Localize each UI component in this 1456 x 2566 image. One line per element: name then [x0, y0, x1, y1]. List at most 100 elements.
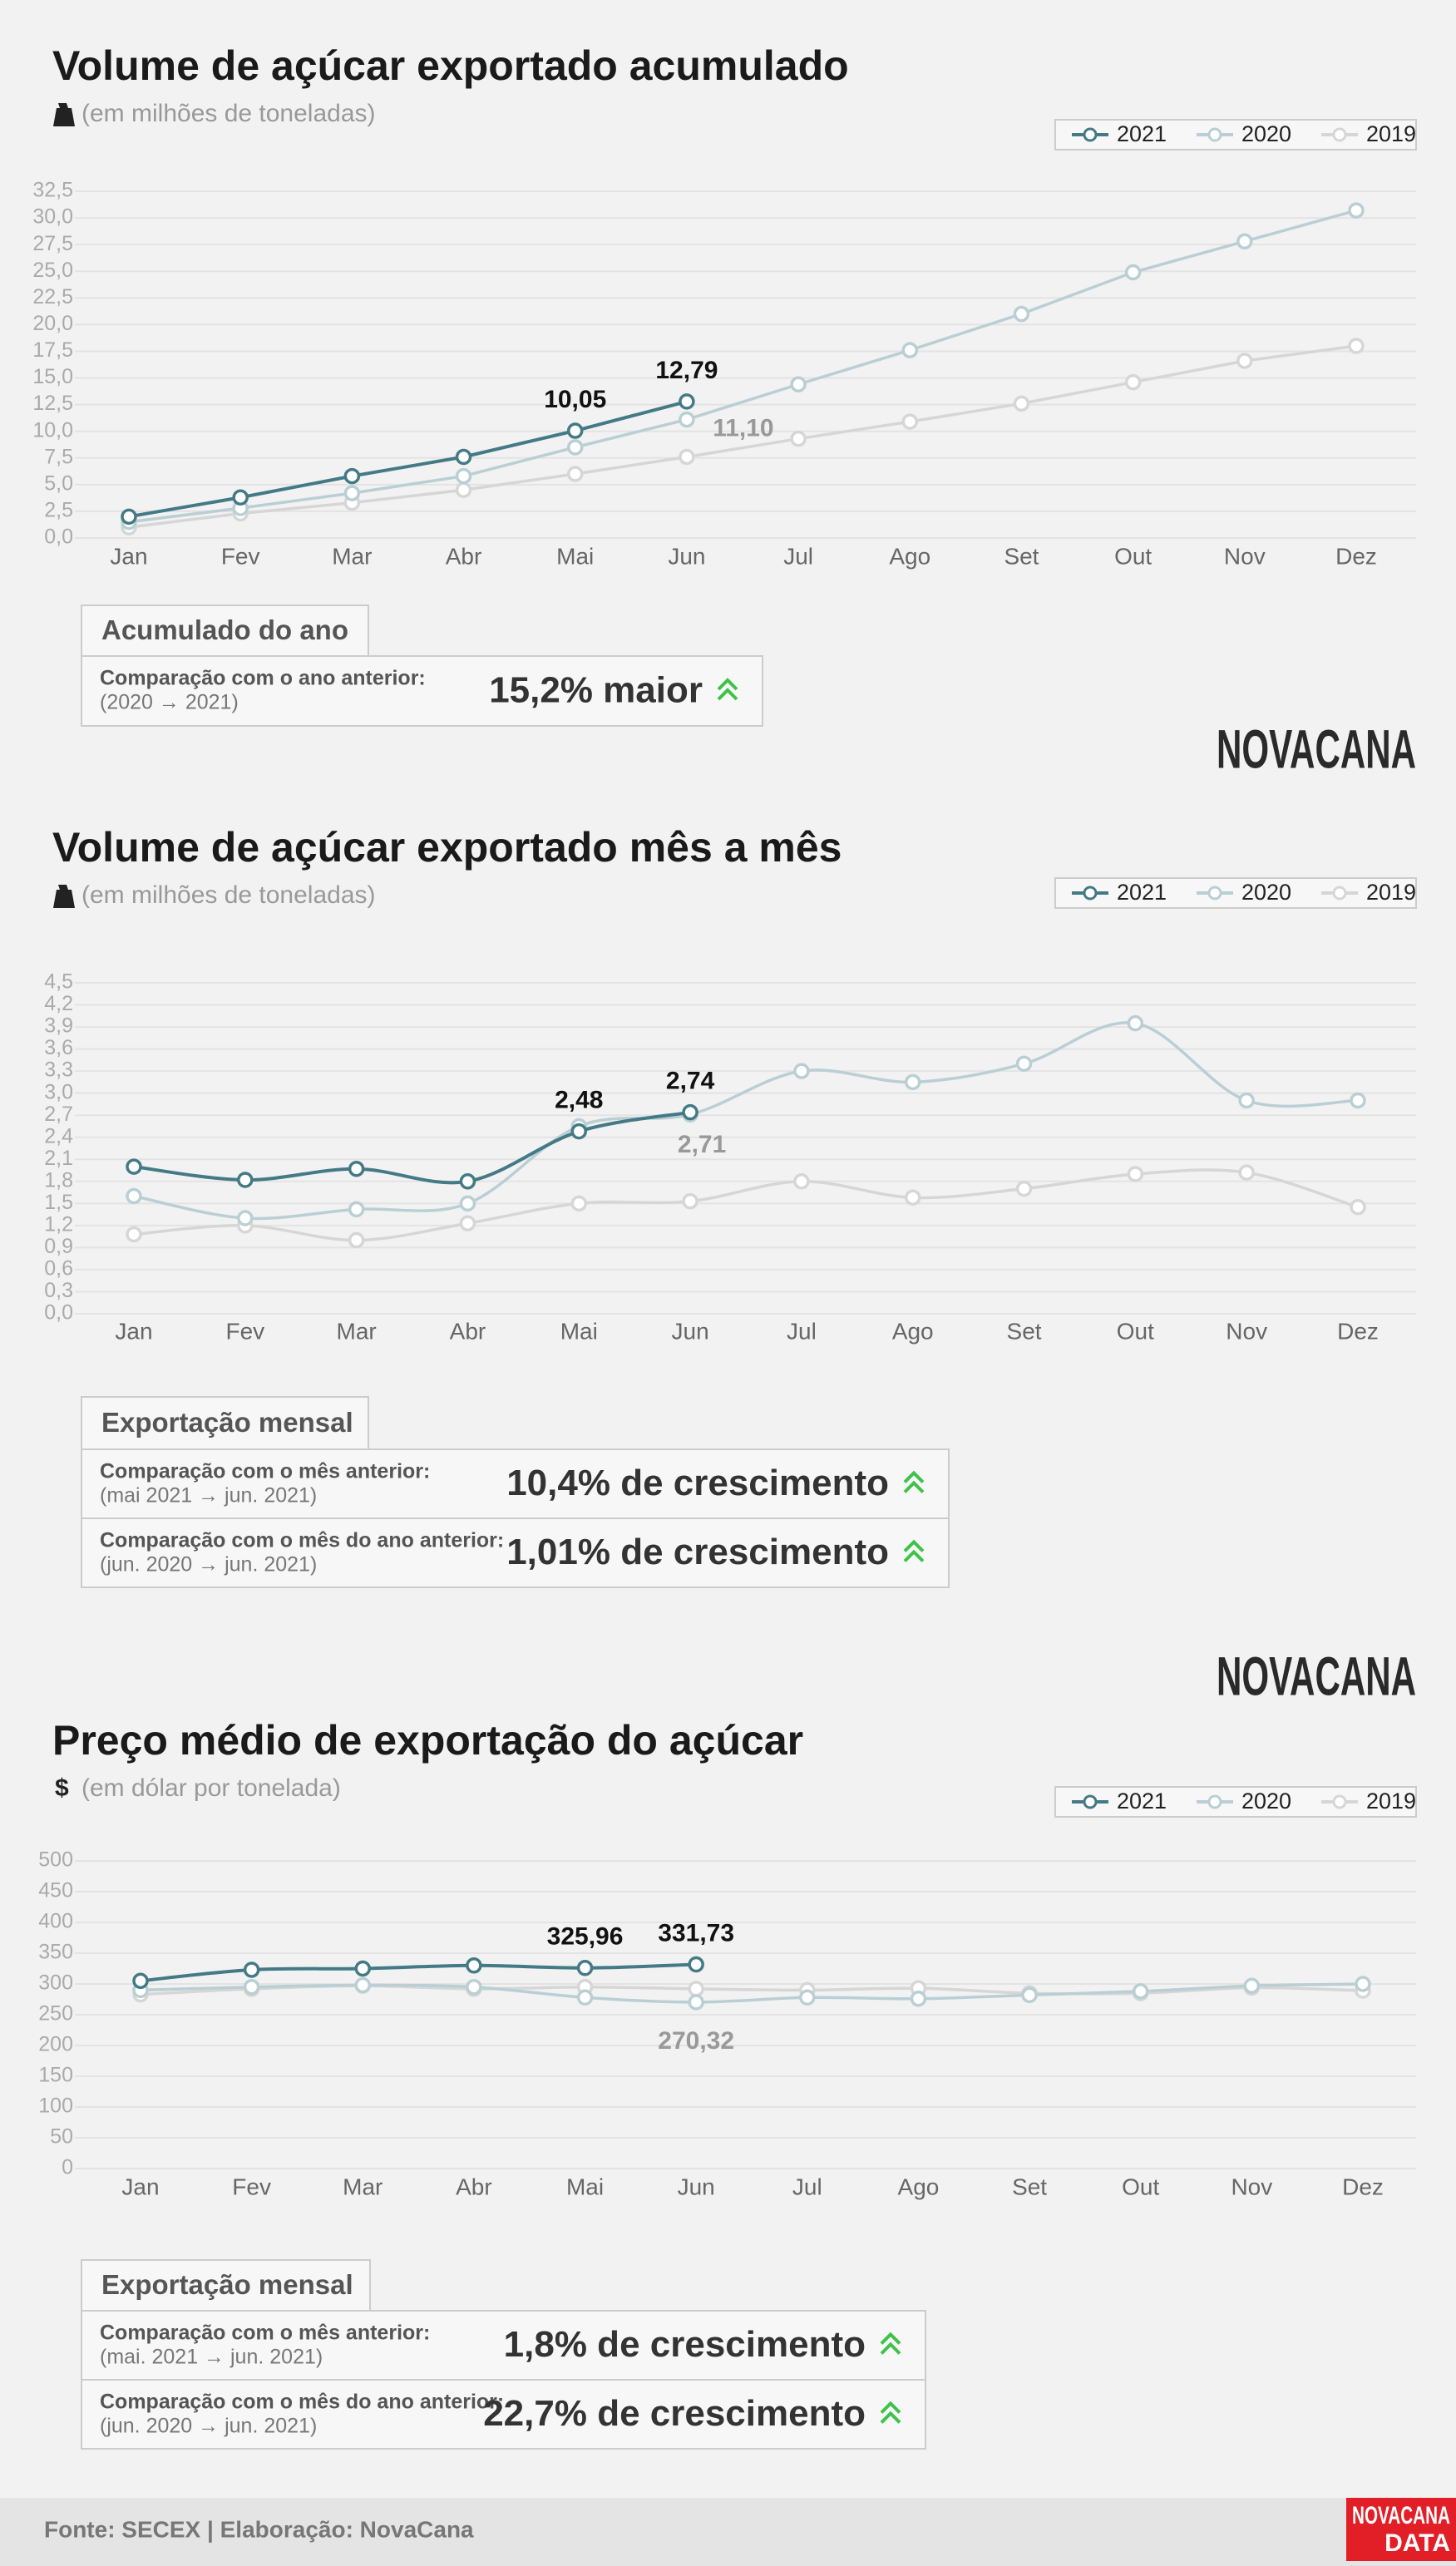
- row-value: 10,4% de crescimento: [506, 1463, 889, 1503]
- legend-marker: [1083, 127, 1098, 142]
- data-point: [466, 1957, 482, 1974]
- data-point: [1124, 264, 1142, 281]
- data-point: [1132, 1983, 1149, 2000]
- data-point: [576, 1989, 594, 2006]
- footer-band: [0, 2498, 1456, 2566]
- data-point: [348, 1161, 365, 1177]
- row-detail: (jun. 2020 → jun. 2021): [100, 2415, 317, 2438]
- weight-icon: [53, 103, 75, 126]
- chart-subtitle: (em dólar por tonelada): [81, 1774, 341, 1802]
- data-point: [679, 448, 695, 466]
- data-point: [790, 430, 807, 447]
- data-point: [354, 1960, 372, 1977]
- legend-label: 2019: [1366, 121, 1416, 146]
- y-tick-label: 4,2: [44, 992, 73, 1015]
- data-point: [679, 393, 695, 410]
- y-tick-label: 1,8: [44, 1168, 73, 1192]
- y-tick-label: 0,0: [44, 1301, 73, 1325]
- data-label: 2,48: [555, 1087, 603, 1114]
- data-point: [455, 448, 472, 466]
- up-arrow-icon: [880, 2401, 901, 2424]
- series-line: [140, 1962, 697, 1983]
- x-tick-label: Mai: [556, 543, 594, 569]
- box-title: Exportação mensal: [101, 2269, 353, 2300]
- y-tick-label: 22,5: [32, 285, 73, 308]
- y-tick-label: 3,3: [44, 1058, 73, 1082]
- row-value: 1,01% de crescimento: [506, 1532, 889, 1572]
- x-tick-label: Abr: [446, 543, 482, 569]
- y-tick-label: 17,5: [32, 338, 73, 362]
- x-tick-label: Jul: [787, 1318, 817, 1344]
- y-tick-label: 500: [38, 1848, 73, 1872]
- row-label: Comparação com o mês do ano anterior:: [100, 2391, 504, 2414]
- data-point: [576, 1960, 594, 1976]
- legend-label: 2020: [1241, 880, 1291, 905]
- data-point: [904, 1073, 921, 1091]
- legend-label: 2020: [1241, 1789, 1291, 1813]
- y-tick-label: 2,4: [44, 1124, 73, 1147]
- x-tick-label: Fev: [221, 543, 260, 569]
- series-line: [133, 1168, 1359, 1242]
- x-tick-label: Jan: [110, 543, 147, 569]
- data-label: 10,05: [544, 386, 606, 413]
- data-point: [343, 467, 361, 485]
- y-tick-label: 0: [62, 2156, 73, 2179]
- x-tick-label: Mai: [560, 1318, 598, 1344]
- data-point: [1236, 353, 1253, 369]
- data-point: [459, 1195, 476, 1212]
- row-value: 1,8% de crescimento: [504, 2324, 866, 2365]
- y-tick-label: 20,0: [32, 312, 73, 335]
- row-detail: (mai. 2021 → jun. 2021): [100, 2346, 323, 2369]
- x-tick-label: Jul: [783, 543, 813, 569]
- x-tick-label: Mar: [343, 2174, 383, 2199]
- y-tick-label: 50: [50, 2125, 73, 2149]
- data-point: [1348, 202, 1365, 219]
- row-label: Comparação com o mês anterior:: [100, 2322, 430, 2345]
- box-row: [81, 1448, 950, 1519]
- data-point: [126, 1158, 142, 1175]
- x-tick-label: Mai: [566, 2174, 604, 2199]
- legend-label: 2019: [1366, 1789, 1416, 1813]
- legend-marker: [1332, 1794, 1347, 1809]
- data-point: [793, 1063, 810, 1079]
- logo: NOVACANA: [1217, 718, 1416, 779]
- x-tick-label: Nov: [1226, 1318, 1267, 1344]
- y-tick-label: 0,0: [44, 526, 73, 549]
- data-point: [904, 1189, 921, 1207]
- data-point: [243, 1978, 260, 1996]
- x-tick-label: Fev: [225, 1318, 264, 1344]
- row-detail: (mai 2021 → jun. 2021): [100, 1484, 317, 1508]
- x-tick-label: Nov: [1224, 543, 1266, 569]
- box-row: [81, 2310, 926, 2381]
- legend-marker: [1207, 1794, 1222, 1809]
- row-label: Comparação com o mês anterior:: [100, 1460, 430, 1483]
- x-tick-label: Nov: [1231, 2174, 1272, 2199]
- y-tick-label: 3,9: [44, 1014, 73, 1038]
- data-label: 11,10: [713, 415, 773, 442]
- y-tick-label: 0,3: [44, 1279, 73, 1302]
- x-tick-label: Set: [1007, 1318, 1042, 1344]
- data-point: [1015, 1055, 1033, 1073]
- data-point: [1238, 1164, 1255, 1181]
- y-tick-label: 2,5: [44, 499, 73, 522]
- data-point: [566, 422, 584, 439]
- y-tick-label: 15,0: [32, 365, 73, 388]
- row-detail: (2020 → 2021): [100, 691, 239, 714]
- row-value: 15,2% maior: [489, 670, 703, 711]
- data-point: [237, 1210, 254, 1226]
- y-tick-label: 10,0: [32, 418, 73, 442]
- y-tick-label: 1,2: [44, 1212, 73, 1236]
- data-point: [1127, 1014, 1144, 1032]
- weight-icon: [53, 885, 75, 908]
- y-tick-label: 2,1: [44, 1147, 73, 1170]
- y-tick-label: 4,5: [44, 970, 73, 994]
- y-tick-label: 5,0: [44, 471, 73, 495]
- y-tick-label: 100: [38, 2095, 73, 2118]
- y-tick-label: 25,0: [32, 259, 73, 282]
- series-line: [133, 1110, 691, 1185]
- legend-box: [1054, 1786, 1417, 1818]
- chart-title: Preço médio de exportação do açúcar: [52, 1717, 803, 1764]
- data-point: [688, 1981, 704, 1997]
- box-row: [81, 2379, 926, 2450]
